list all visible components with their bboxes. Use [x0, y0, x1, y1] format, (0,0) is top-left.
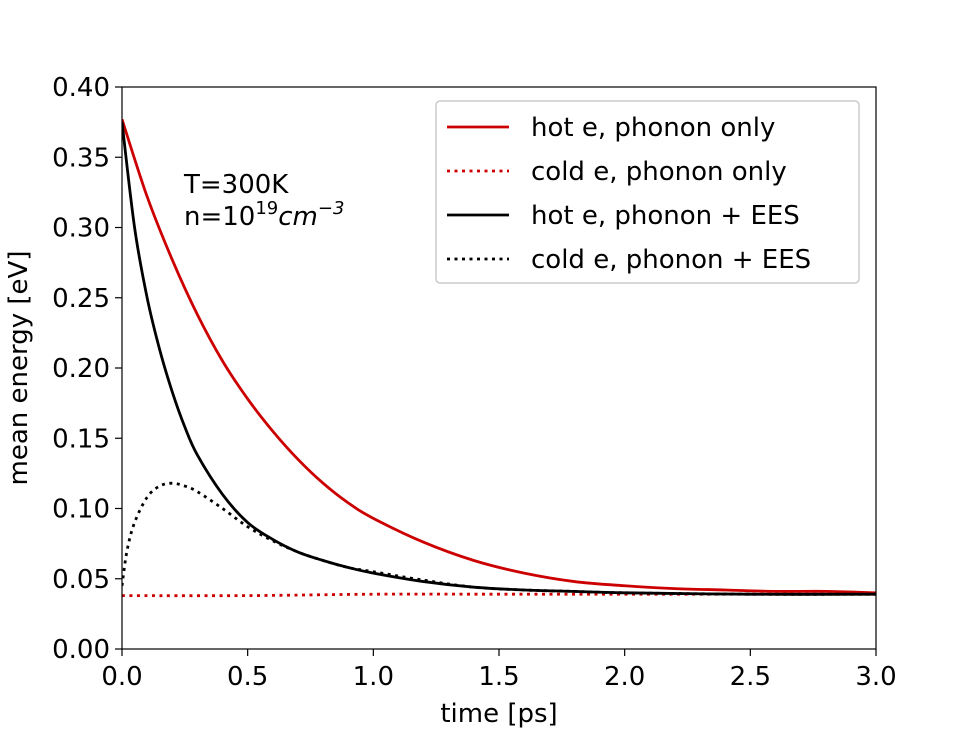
x-tick-label: 0.0 — [101, 662, 142, 692]
y-tick-label: 0.30 — [52, 214, 110, 244]
y-tick-label: 0.10 — [52, 495, 110, 525]
y-axis: 0.00 0.05 0.10 0.15 0.20 0.25 0.30 0.35 0.40 — [52, 73, 122, 665]
annotation-temperature: T=300K — [183, 170, 289, 200]
y-tick-label: 0.25 — [52, 284, 110, 314]
legend: hot e, phonon only cold e, phonon only hot… — [435, 100, 860, 284]
annotation-density-unit: cm — [278, 202, 318, 232]
legend-box — [435, 100, 860, 284]
x-tick-label: 1.0 — [353, 662, 394, 692]
y-tick-label: 0.00 — [52, 635, 110, 665]
x-axis-label: time [ps] — [440, 699, 557, 729]
y-tick-label: 0.15 — [52, 424, 110, 454]
annotation-density-prefix: n=10 — [184, 202, 255, 232]
x-tick-label: 3.0 — [855, 662, 896, 692]
x-tick-label: 2.0 — [604, 662, 645, 692]
series-line-hot-e-phonon-only — [122, 118, 876, 595]
y-tick-label: 0.40 — [52, 73, 110, 103]
x-tick-label: 0.5 — [227, 662, 268, 692]
x-axis: 0.0 0.5 1.0 1.5 2.0 2.5 3.0 — [101, 649, 897, 692]
annotation-density-unit-exponent: −3 — [318, 198, 345, 219]
legend-label: cold e, phonon + EES — [531, 245, 811, 275]
annotation-density-exponent: 19 — [255, 198, 278, 219]
y-tick-label: 0.20 — [52, 354, 110, 384]
y-tick-label: 0.05 — [52, 565, 110, 595]
legend-label: cold e, phonon only — [531, 157, 787, 187]
annotation: T=300K n=1019cm−3 — [183, 170, 344, 232]
series-line-cold-e-phonon-only — [122, 592, 876, 598]
x-tick-label: 2.5 — [730, 662, 771, 692]
legend-label: hot e, phonon + EES — [531, 201, 800, 231]
legend-label: hot e, phonon only — [531, 113, 775, 143]
x-tick-label: 1.5 — [478, 662, 519, 692]
series-layer — [122, 118, 876, 598]
y-axis-label: mean energy [eV] — [4, 251, 34, 486]
annotation-density: n=1019cm−3 — [184, 198, 344, 232]
y-tick-label: 0.35 — [52, 143, 110, 173]
